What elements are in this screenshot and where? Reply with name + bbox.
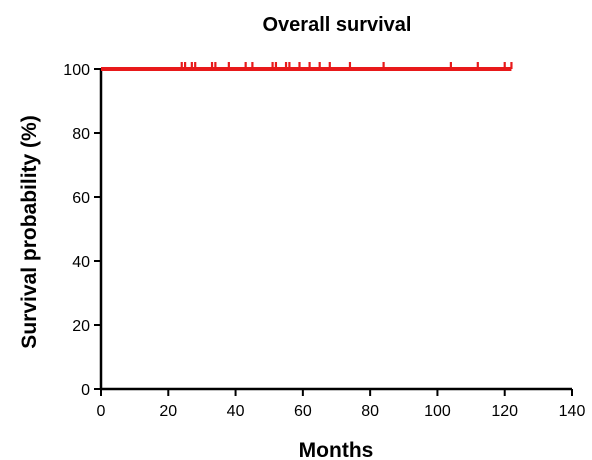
y-tick-label: 80 xyxy=(72,126,90,143)
x-tick-label: 0 xyxy=(97,403,106,420)
x-axis-label: Months xyxy=(299,439,374,460)
x-tick-label: 120 xyxy=(491,403,518,420)
y-tick-label: 40 xyxy=(72,254,90,271)
axes: 0 20 40 60 80 100 120 140 0 20 40 60 80 100 xyxy=(63,62,585,420)
x-tick-label: 40 xyxy=(227,403,245,420)
y-tick-label: 0 xyxy=(81,382,90,399)
x-tick-label: 140 xyxy=(559,403,586,420)
y-axis-label: Survival probability (%) xyxy=(18,115,41,348)
chart-title: Overall survival xyxy=(263,14,412,36)
x-tick-label: 100 xyxy=(424,403,451,420)
x-tick-label: 20 xyxy=(159,403,177,420)
plot-area xyxy=(101,62,513,71)
x-tick-label: 60 xyxy=(294,403,312,420)
x-tick-label: 80 xyxy=(361,403,379,420)
y-tick-label: 20 xyxy=(72,318,90,335)
y-tick-label: 100 xyxy=(63,62,90,79)
y-tick-label: 60 xyxy=(72,190,90,207)
